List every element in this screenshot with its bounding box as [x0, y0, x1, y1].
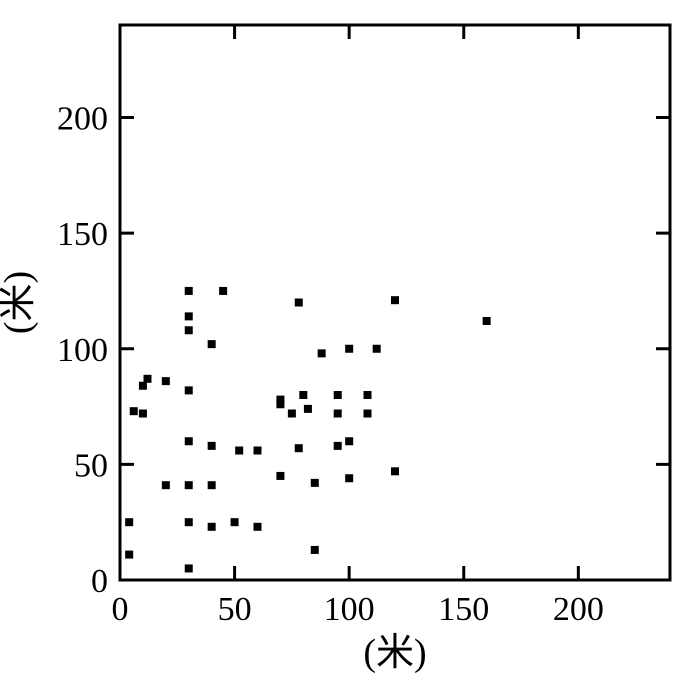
data-point: [125, 551, 133, 559]
chart-svg: 0 50 100 150 200 0 50 100 150 200 (米) (米): [0, 0, 698, 687]
data-point: [185, 518, 193, 526]
data-point: [304, 405, 312, 413]
data-point: [295, 299, 303, 307]
data-point: [139, 410, 147, 418]
data-point: [254, 523, 262, 531]
data-point: [295, 444, 303, 452]
data-point: [288, 410, 296, 418]
data-point: [373, 345, 381, 353]
data-point: [208, 481, 216, 489]
data-point: [185, 312, 193, 320]
y-tick-label: 0: [91, 563, 108, 600]
data-point: [276, 472, 284, 480]
y-tick-label: 50: [74, 447, 108, 484]
data-point: [125, 518, 133, 526]
data-point: [162, 481, 170, 489]
data-point: [311, 546, 319, 554]
x-tick-label: 100: [324, 591, 375, 628]
data-point: [299, 391, 307, 399]
data-point: [391, 296, 399, 304]
data-point: [334, 410, 342, 418]
data-point: [208, 523, 216, 531]
data-point: [345, 474, 353, 482]
x-tick-label: 50: [218, 591, 252, 628]
data-point: [185, 287, 193, 295]
scatter-chart: 0 50 100 150 200 0 50 100 150 200 (米) (米): [0, 0, 698, 687]
data-point: [208, 340, 216, 348]
data-point: [185, 326, 193, 334]
y-tick-label: 200: [57, 101, 108, 138]
data-point: [185, 564, 193, 572]
data-point: [185, 437, 193, 445]
y-tick-label: 100: [57, 332, 108, 369]
y-axis-label: (米): [0, 271, 39, 334]
data-point: [483, 317, 491, 325]
data-point: [235, 447, 243, 455]
x-tick-label: 0: [112, 591, 129, 628]
x-tick-label: 200: [553, 591, 604, 628]
data-point: [364, 391, 372, 399]
data-point: [231, 518, 239, 526]
data-point: [254, 447, 262, 455]
data-point: [334, 442, 342, 450]
data-point: [130, 407, 138, 415]
data-point: [162, 377, 170, 385]
data-point: [311, 479, 319, 487]
data-point: [345, 345, 353, 353]
data-point: [144, 375, 152, 383]
data-point: [208, 442, 216, 450]
data-point: [345, 437, 353, 445]
data-point: [185, 386, 193, 394]
data-point: [139, 382, 147, 390]
x-tick-label: 150: [438, 591, 489, 628]
y-tick-label: 150: [57, 216, 108, 253]
data-point: [185, 481, 193, 489]
data-point: [364, 410, 372, 418]
data-point: [334, 391, 342, 399]
data-point: [318, 349, 326, 357]
data-point: [391, 467, 399, 475]
x-axis-label: (米): [363, 632, 426, 674]
data-point: [276, 396, 284, 404]
data-point: [219, 287, 227, 295]
